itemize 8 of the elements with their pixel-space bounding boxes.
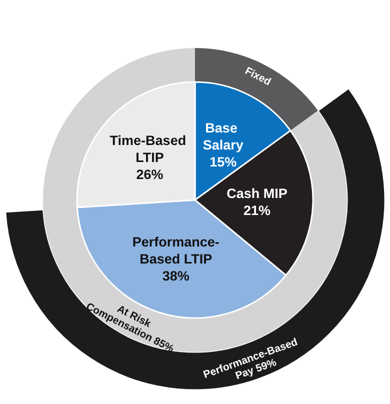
data-label: 15% <box>210 154 237 170</box>
slice-label: Performance-Based LTIP <box>132 234 220 266</box>
data-label: 21% <box>243 202 270 218</box>
slice-label: Cash MIP <box>226 186 288 201</box>
slice-label: Time-Based LTIP <box>110 133 190 166</box>
data-label: 26% <box>136 167 164 182</box>
slice-label: Base Salary <box>202 120 244 152</box>
data-label: 38% <box>162 268 190 284</box>
